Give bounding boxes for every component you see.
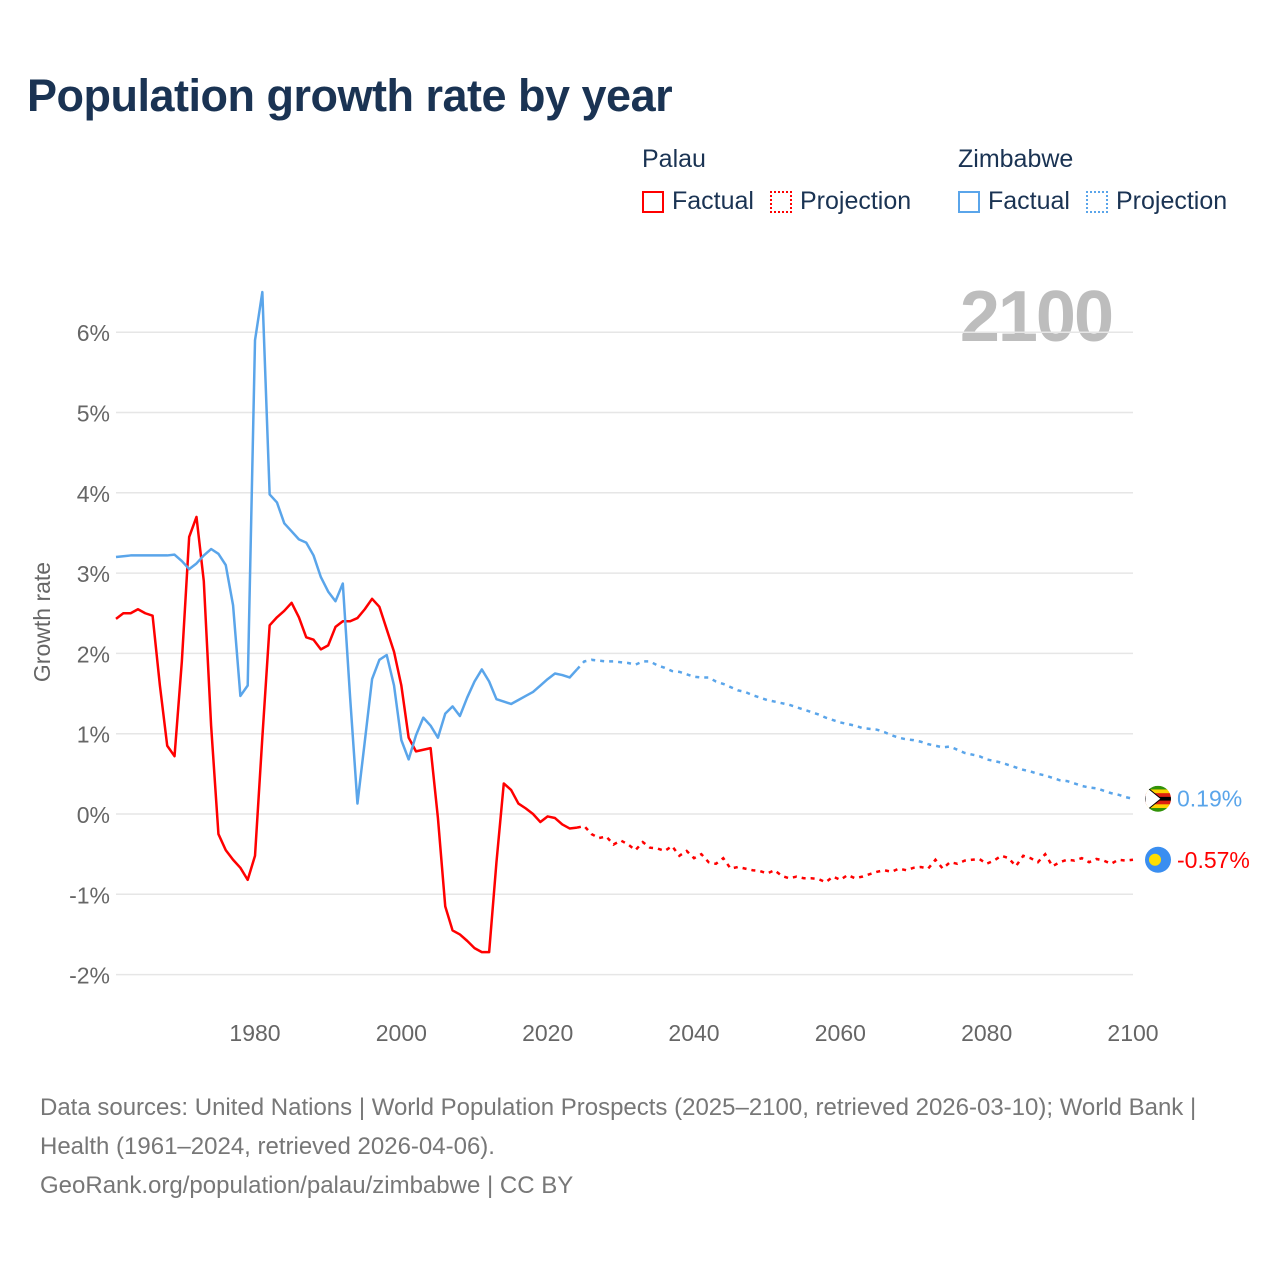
y-axis-label: Growth rate [29, 562, 55, 682]
y-tick-label: 3% [77, 561, 110, 587]
x-tick-label: 2000 [376, 1020, 427, 1046]
footer: Data sources: United Nations | World Pop… [40, 1088, 1240, 1205]
y-tick-label: 1% [77, 722, 110, 748]
legend-palau-factual[interactable]: Factual [672, 187, 754, 215]
legend-zimbabwe-factual[interactable]: Factual [988, 187, 1070, 215]
legend-palau: Palau Factual Projection [642, 145, 927, 216]
y-tick-label: 4% [77, 481, 110, 507]
palau-projection-line [576, 824, 1134, 884]
palau-end-label: -0.57% [1177, 847, 1250, 873]
flag-stripe [1145, 793, 1171, 798]
palau-factual-line [115, 515, 578, 954]
chart-title: Population growth rate by year [27, 70, 673, 121]
legend-palau-name: Palau [642, 145, 706, 173]
legend-palau-projection[interactable]: Projection [799, 187, 912, 215]
flag-moon [1149, 853, 1161, 866]
y-tick-label: -1% [69, 882, 110, 908]
flag-stripe [1145, 789, 1171, 794]
x-tick-label: 2100 [1107, 1020, 1158, 1046]
legend-zimbabwe-projection-swatch [1085, 190, 1108, 213]
flag-stripe [1145, 785, 1171, 790]
y-tick-label: 6% [77, 320, 110, 346]
x-tick-label: 2060 [815, 1020, 866, 1046]
zimbabwe-end-label: 0.19% [1177, 786, 1242, 812]
legend-zimbabwe-name: Zimbabwe [958, 145, 1074, 173]
zimbabwe-projection-line [576, 658, 1134, 800]
flag-stripe [1145, 800, 1171, 805]
legend-zimbabwe-projection[interactable]: Projection [1115, 187, 1228, 215]
x-tick-label: 1980 [229, 1020, 280, 1046]
zimbabwe-flag-icon [1145, 785, 1171, 812]
data-sources: Data sources: United Nations | World Pop… [40, 1094, 1197, 1160]
flag-stripe [1145, 808, 1171, 812]
flag-triangle [1145, 785, 1162, 812]
x-tick-label: 2020 [522, 1020, 573, 1046]
y-tick-label: 5% [77, 401, 110, 427]
x-tick-label: 2040 [668, 1020, 719, 1046]
palau-flag-icon [1145, 846, 1171, 873]
legend-zimbabwe: Zimbabwe Factual Projection [958, 145, 1227, 216]
flag-stripe [1145, 804, 1171, 809]
zimbabwe-factual-line [115, 290, 578, 805]
legend-palau-factual-swatch [642, 190, 664, 213]
credit-link[interactable]: GeoRank.org/population/palau/zimbabwe | … [40, 1172, 574, 1199]
legend-zimbabwe-factual-swatch [958, 190, 980, 213]
legend-palau-projection-swatch [769, 190, 792, 213]
x-tick-label: 2080 [961, 1020, 1012, 1046]
y-tick-label: 0% [77, 802, 110, 828]
y-tick-label: 2% [77, 641, 110, 667]
y-tick-label: -2% [69, 963, 110, 989]
current-year-label: 2100 [959, 277, 1114, 357]
